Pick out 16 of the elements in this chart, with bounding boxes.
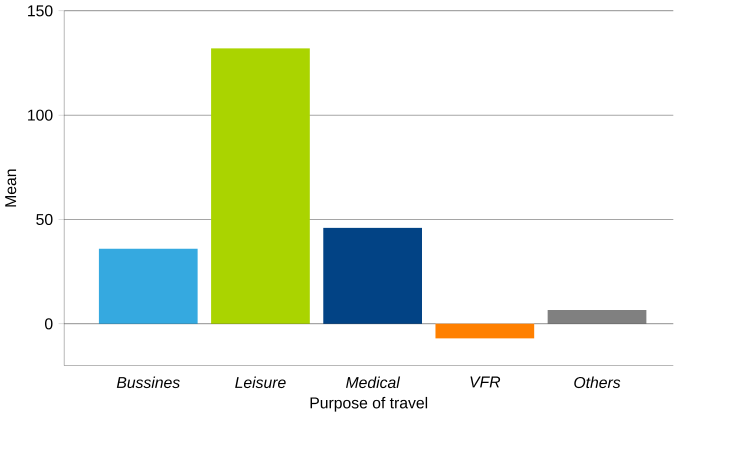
- bar: [98, 248, 198, 324]
- x-tick-label: VFR: [470, 376, 500, 388]
- bar: [435, 324, 534, 338]
- y-tick-label: 150: [28, 5, 53, 16]
- x-tick-label: Leisure: [235, 376, 286, 388]
- bar: [548, 310, 646, 324]
- bar: [211, 48, 310, 324]
- x-tick-label: Bussines: [116, 376, 180, 388]
- bar: [323, 228, 422, 324]
- y-tick-label: 50: [36, 214, 53, 225]
- y-tick-label: 100: [28, 110, 53, 121]
- x-axis-title: Purpose of travel: [310, 396, 428, 412]
- y-tick-label: 0: [44, 318, 53, 330]
- y-axis-title: Mean: [5, 169, 16, 207]
- x-tick-label: Others: [574, 376, 620, 388]
- x-tick-label: Medical: [346, 376, 400, 388]
